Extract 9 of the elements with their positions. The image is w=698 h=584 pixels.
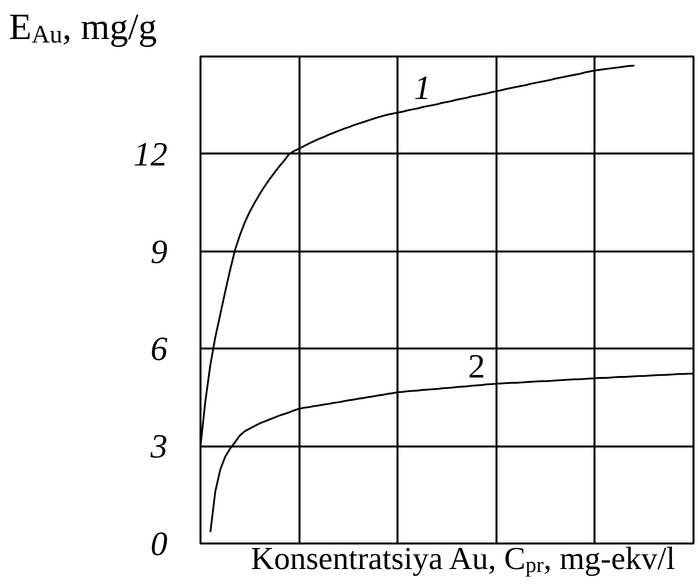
y-tick-label: 6 xyxy=(150,331,168,368)
y-tick-label: 0 xyxy=(150,526,168,563)
x-axis-title: Konsentratsiya Au, C$_{pr}$, mg-ekv/l xyxy=(250,540,676,578)
series-label: 2 xyxy=(468,348,486,386)
y-tick-label: 9 xyxy=(150,234,168,271)
y-axis-title: E$_{Au}$, mg/g xyxy=(8,6,157,49)
y-tick-label: 12 xyxy=(134,136,168,174)
series-label: 1 xyxy=(414,70,431,108)
y-tick-label: 3 xyxy=(150,428,168,466)
